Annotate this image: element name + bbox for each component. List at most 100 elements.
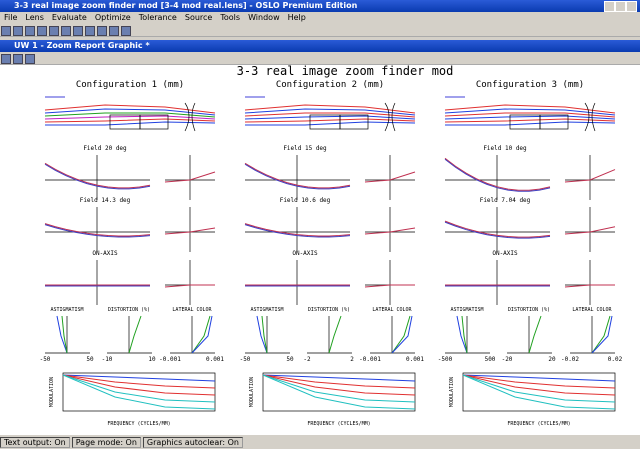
field-label: Field 15 deg	[283, 145, 327, 152]
curve	[444, 115, 616, 120]
menu-item[interactable]: Source	[184, 13, 213, 22]
sub-toolbar	[0, 52, 640, 65]
curve	[44, 118, 216, 123]
curve	[528, 315, 542, 354]
curve	[444, 108, 616, 116]
curve	[191, 315, 213, 354]
curve	[62, 374, 216, 389]
curve	[256, 315, 268, 354]
menu-item[interactable]: Tolerance	[138, 13, 177, 22]
menu-bar: File Lens Evaluate Optimize Tolerance Source T…	[0, 12, 640, 24]
curve	[44, 112, 216, 118]
curve	[62, 374, 216, 403]
curve	[44, 108, 216, 116]
axis-label: MODULATION	[449, 377, 455, 407]
curve	[128, 315, 142, 354]
curve	[364, 227, 416, 235]
axis-label: MODULATION	[249, 377, 255, 407]
curve	[244, 104, 416, 114]
curve	[444, 104, 616, 114]
tick-label: 50	[86, 356, 94, 363]
status-bar: Text output: On Page mode: On Graphics aut…	[0, 436, 640, 449]
curve	[591, 315, 613, 354]
field-label: Field 20 deg	[83, 145, 127, 152]
curve	[462, 374, 616, 410]
curve	[328, 315, 342, 354]
panel-label: ASTIGMATISM	[450, 307, 483, 313]
tick-label: -0.001	[159, 356, 181, 363]
curve	[45, 121, 216, 126]
menu-item[interactable]: Tools	[220, 13, 241, 22]
lens-element	[584, 102, 596, 132]
panel-label: LATERAL COLOR	[172, 307, 212, 313]
tick-label: -50	[40, 356, 51, 363]
lens-element	[384, 102, 396, 132]
curve	[444, 158, 551, 192]
toolbar	[0, 24, 640, 37]
curve	[191, 315, 211, 354]
curve	[244, 162, 351, 189]
curve	[444, 112, 616, 118]
tick-label: -50	[240, 356, 251, 363]
status-item: Text output: On	[0, 437, 70, 448]
title-bar: 3-3 real image zoom finder mod [3-4 mod …	[0, 0, 640, 12]
tick-label: 20	[548, 356, 556, 363]
curve	[564, 169, 616, 183]
curve	[164, 284, 215, 288]
curve	[164, 227, 216, 235]
menu-item[interactable]: Optimize	[94, 13, 131, 22]
tick-label: -0.001	[359, 356, 381, 363]
curve	[244, 118, 416, 123]
curve	[62, 374, 216, 382]
subwindow-title: UW 1 - Zoom Report Graphic *	[0, 40, 640, 52]
minimize[interactable]	[604, 1, 615, 12]
report-graphic: 3-3 real image zoom finder mod Configura…	[0, 65, 640, 435]
curve	[244, 112, 416, 118]
curve	[244, 163, 351, 190]
menu-item[interactable]: Evaluate	[51, 13, 87, 22]
config-label: Configuration 3 (mm)	[476, 80, 584, 90]
curve	[62, 374, 216, 410]
maximize[interactable]	[615, 1, 626, 12]
report-title: 3-3 real image zoom finder mod	[237, 65, 454, 78]
curve	[261, 315, 268, 354]
curve	[56, 315, 68, 354]
curve	[44, 115, 216, 120]
tick-label: -20	[502, 356, 513, 363]
curve	[444, 220, 551, 238]
field-label: ON-AXIS	[492, 250, 518, 257]
field-label: ON-AXIS	[92, 250, 118, 257]
curve	[244, 223, 351, 237]
field-label: Field 10 deg	[483, 145, 527, 152]
axis-label: MODULATION	[49, 377, 55, 407]
menu-item[interactable]: Lens	[25, 13, 44, 22]
lens-element	[539, 114, 569, 130]
curve	[44, 162, 151, 189]
curve	[244, 224, 351, 238]
axis-label: FREQUENCY (CYCLES/MM)	[107, 421, 170, 427]
curve	[44, 224, 151, 238]
curve	[244, 108, 416, 116]
curve	[164, 171, 216, 183]
curve	[364, 171, 416, 183]
curve	[462, 374, 616, 382]
panel-label: ASTIGMATISM	[250, 307, 283, 313]
field-label: Field 10.6 deg	[280, 197, 331, 204]
curve	[44, 223, 151, 237]
menu-item[interactable]: Help	[287, 13, 306, 22]
lens-element	[139, 114, 169, 130]
panel-label: DISTORTION (%)	[108, 307, 150, 313]
curve	[262, 374, 416, 389]
menu-item[interactable]: File	[4, 13, 18, 22]
curve	[44, 104, 216, 114]
menu-item[interactable]: Window	[248, 13, 280, 22]
curve	[456, 315, 468, 354]
close[interactable]	[626, 1, 637, 12]
curve	[462, 374, 616, 389]
tick-label: 0.001	[406, 356, 424, 363]
mtf-frame	[62, 372, 216, 412]
tick-label: 500	[485, 356, 496, 363]
curve	[245, 121, 416, 126]
curve	[262, 374, 416, 403]
